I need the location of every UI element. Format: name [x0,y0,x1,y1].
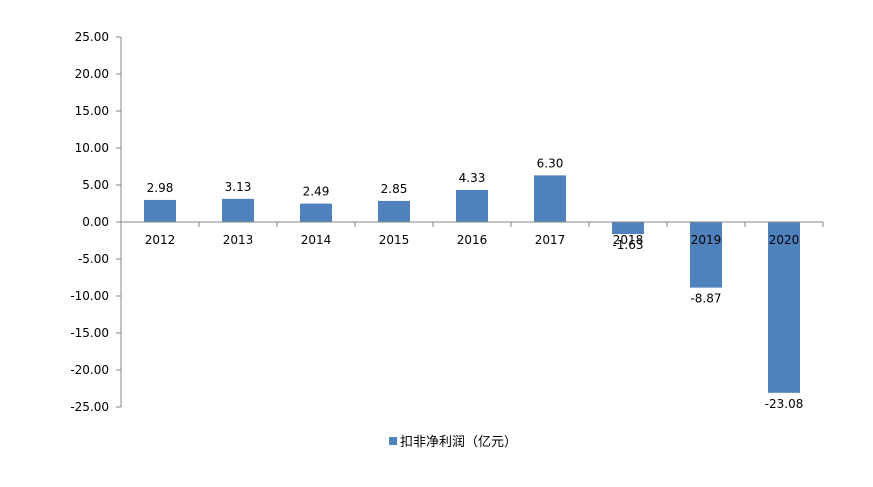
y-tick-label: 15.00 [75,104,109,118]
bar [378,200,410,222]
y-tick-label: 0.00 [82,215,109,229]
bar [534,175,566,222]
data-label: 4.33 [459,171,486,185]
data-label: 2.85 [381,182,408,196]
y-tick-label: 25.00 [75,30,109,44]
bar [612,222,644,235]
y-tick-label: -25.00 [70,400,109,414]
x-tick-label: 2017 [535,233,566,247]
data-label: 3.13 [225,180,252,194]
x-tick-label: 2014 [301,233,332,247]
x-tick-label: 2012 [145,233,176,247]
x-tick-label: 2020 [769,233,800,247]
data-label: 2.49 [303,185,330,199]
bar [690,222,722,288]
legend-swatch [389,437,397,445]
data-label: -8.87 [690,292,721,306]
y-tick-label: -5.00 [78,252,109,266]
bar [456,189,488,222]
x-axis: 2012 2013 2014 2015 2016 2017 2018 2019 2020 [120,221,824,247]
data-label: 6.30 [537,156,564,170]
x-tick-label: 2016 [457,233,488,247]
x-tick-label: 2018 [613,233,644,247]
y-tick-label: 10.00 [75,141,109,155]
bar [300,203,332,222]
x-tick-label: 2015 [379,233,410,247]
data-label: -23.08 [765,397,804,411]
legend-label: 扣非净利润（亿元） [400,435,517,450]
data-label: -1.63 [612,238,643,252]
bars [144,175,800,393]
x-tick-label: 2013 [223,233,254,247]
data-labels: 2.98 3.13 2.49 2.85 4.33 6.30 -1.63 -8.87 -23.08 [147,156,804,410]
y-tick-label: 20.00 [75,67,109,81]
bar [768,222,800,393]
y-tick-label: 5.00 [82,178,109,192]
bar [222,198,254,222]
y-tick-label: -10.00 [70,289,109,303]
y-tick-label: -20.00 [70,363,109,377]
x-tick-label: 2019 [691,233,722,247]
y-tick-label: -15.00 [70,326,109,340]
bar [144,199,176,222]
legend: 扣非净利润（亿元） [389,435,517,450]
y-axis: 25.00 20.00 15.00 10.00 5.00 0.00 -5.00 -10.00 -… [70,30,122,414]
data-label: 2.98 [147,181,174,195]
